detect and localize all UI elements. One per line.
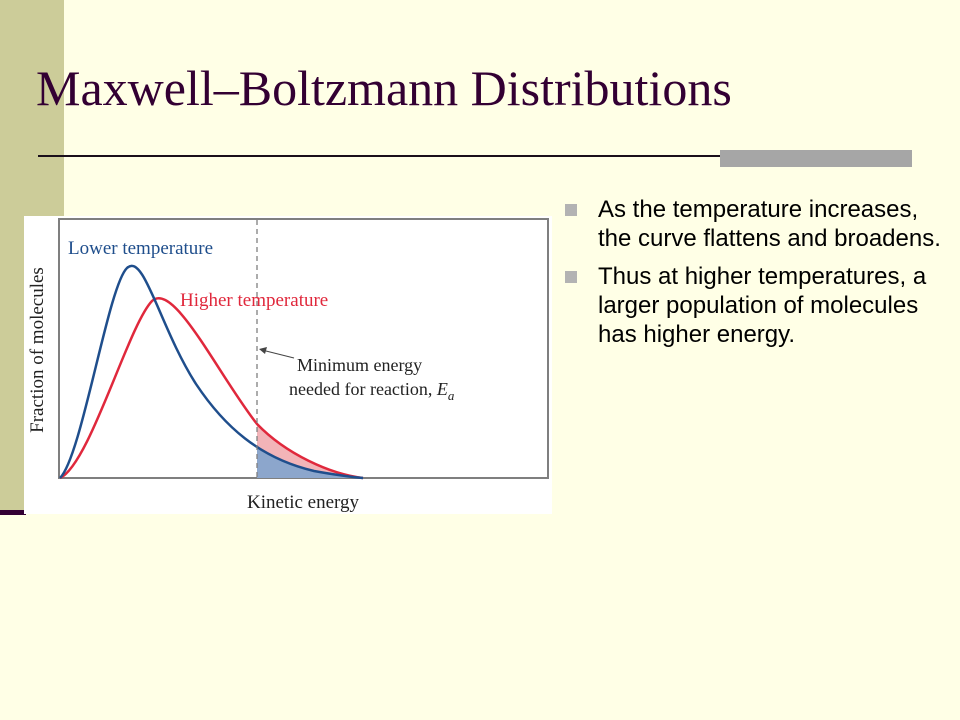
- higher-temperature-label: Higher temperature: [180, 290, 328, 311]
- title-underline: [38, 155, 912, 157]
- lower-temperature-curve: [59, 264, 364, 480]
- plot-frame: [58, 218, 549, 479]
- bullet-marker-icon: [565, 271, 577, 283]
- bullet-text: Thus at higher temperatures, a larger po…: [598, 263, 927, 348]
- stripe-end-bar: [0, 510, 26, 515]
- annotation-line-2-text: needed for reaction,: [289, 379, 437, 399]
- lower-temperature-shaded-area: [257, 446, 363, 478]
- bullet-text: As the temperature increases, the curve …: [598, 196, 941, 252]
- annotation-line-2: needed for reaction, Ea: [289, 379, 455, 403]
- slide-title: Maxwell–Boltzmann Distributions: [36, 60, 732, 116]
- annotation-line-1: Minimum energy: [297, 355, 422, 375]
- lower-temperature-label: Lower temperature: [68, 238, 213, 259]
- maxwell-boltzmann-figure: Lower temperature Higher temperature Min…: [24, 216, 552, 514]
- annotation-symbol: E: [436, 379, 448, 399]
- annotation-arrowhead: [259, 347, 267, 354]
- bullet-marker-icon: [565, 204, 577, 216]
- bullet-item: As the temperature increases, the curve …: [563, 195, 948, 253]
- distribution-plot: Lower temperature Higher temperature Min…: [27, 218, 549, 513]
- annotation-subscript: a: [448, 388, 455, 403]
- bullet-item: Thus at higher temperatures, a larger po…: [563, 262, 948, 349]
- bullet-list: As the temperature increases, the curve …: [563, 195, 948, 358]
- higher-temperature-curve: [59, 297, 364, 480]
- title-underline-accent: [720, 150, 912, 167]
- x-axis-label: Kinetic energy: [247, 492, 360, 513]
- y-axis-label: Fraction of molecules: [27, 267, 48, 433]
- annotation-leader-line: [261, 349, 295, 359]
